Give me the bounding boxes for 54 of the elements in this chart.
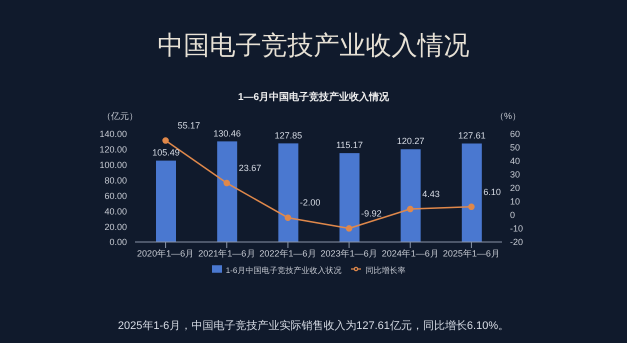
y2-tick-label: 30 [510, 170, 520, 180]
data-label: 55.17 [178, 120, 200, 131]
point [224, 180, 230, 186]
bar [462, 144, 482, 242]
legend-label: 同比增长率 [365, 266, 406, 275]
text: 2025年1-6月，中国电子竞技产业实际销售收入为127.61亿元，同比增长6.10%。 [116, 318, 510, 333]
y2-tick-label: 20 [510, 183, 520, 194]
bar [340, 153, 360, 242]
legend-label: 1-6月中国电子竞技产业收入状况 [226, 266, 342, 275]
chart-title: 中国电子竞技产业收入情况 [156, 29, 470, 62]
y2-tick-label: 10 [510, 196, 520, 207]
y2-tick-label: 50 [510, 142, 520, 153]
y-tick-label: 20.00 [104, 222, 127, 232]
data-label: -2.00 [300, 198, 320, 208]
data-label: 4.43 [422, 189, 440, 200]
y-tick-label: 0.00 [109, 237, 127, 248]
y2-tick-label: -20 [510, 237, 524, 248]
y2-tick-label: 0 [510, 210, 516, 220]
y2-axis-title: （%） [495, 110, 522, 123]
y-axis-title: （亿元） [102, 110, 138, 123]
y2-tick-label: 60 [510, 129, 520, 140]
data-label: 6.10 [483, 186, 501, 197]
point [407, 206, 414, 212]
bar [400, 149, 421, 242]
x-tick-label: 2021年1—6月 [198, 248, 256, 258]
data-label: 120.27 [396, 136, 424, 146]
x-tick-label: 2025年1—6月 [442, 248, 500, 258]
data-label: -9.92 [361, 208, 382, 218]
y-tick-label: 120.00 [99, 144, 127, 155]
point [284, 214, 292, 221]
y-tick-label: 60.00 [104, 190, 127, 201]
y-tick-label: 100.00 [99, 160, 127, 170]
point [468, 204, 475, 210]
point [346, 225, 352, 232]
data-label: 127.85 [274, 130, 302, 140]
data-label: 127.61 [458, 130, 486, 141]
y-tick-label: 40.00 [104, 206, 127, 216]
data-label: 23.67 [238, 163, 262, 174]
x-tick-label: 2023年1—6月 [320, 248, 378, 258]
data-label: 115.17 [336, 140, 363, 150]
y2-tick-label: 40 [510, 156, 520, 166]
point [162, 137, 169, 144]
bar [217, 141, 238, 242]
chart-subtitle: 1—6月中国电子竞技产业收入情况 [236, 90, 390, 104]
x-tick-label: 2024年1—6月 [382, 248, 439, 258]
bar [278, 143, 298, 242]
x-tick-label: 2020年1—6月 [137, 248, 194, 258]
data-label: 105.49 [152, 148, 180, 158]
y-tick-label: 80.00 [104, 175, 127, 186]
y2-tick-label: -10 [510, 224, 524, 234]
data-label: 130.46 [213, 128, 241, 138]
bar [156, 160, 176, 242]
x-tick-label: 2022年1—6月 [259, 248, 316, 258]
y-tick-label: 140.00 [99, 129, 127, 140]
